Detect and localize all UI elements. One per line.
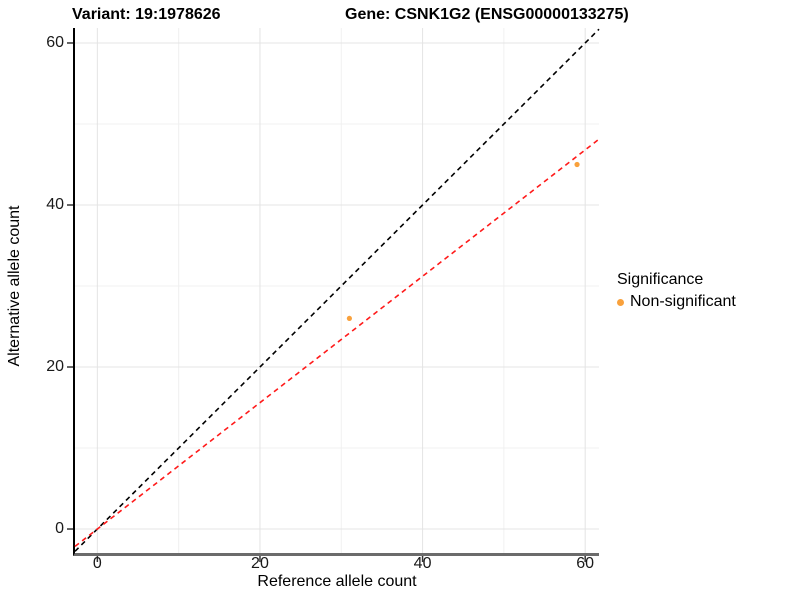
legend-entry-non-significant: Non-significant xyxy=(617,293,736,311)
fit-line xyxy=(74,138,600,548)
x-tick-label: 60 xyxy=(576,555,595,572)
data-point xyxy=(346,315,352,322)
plot-panel xyxy=(67,28,600,562)
legend: Significance Non-significant xyxy=(617,271,736,311)
non-significant-dot-icon xyxy=(617,298,624,306)
x-axis-title: Reference allele count xyxy=(257,573,417,590)
legend-title: Significance xyxy=(617,271,704,288)
y-tick-label: 40 xyxy=(46,195,64,213)
chart-title-variant: Variant: 19:1978626 xyxy=(72,6,221,23)
data-point xyxy=(574,161,580,168)
y-tick-label: 0 xyxy=(55,520,64,538)
y-tick-label: 20 xyxy=(46,358,64,375)
y-tick-label: 60 xyxy=(46,33,64,51)
legend-entry-label: Non-significant xyxy=(630,293,736,310)
plot-canvas xyxy=(67,28,600,562)
chart-title-gene: Gene: CSNK1G2 (ENSG00000133275) xyxy=(345,6,629,23)
x-tick-label: 0 xyxy=(92,555,102,572)
x-tick-label: 20 xyxy=(251,555,269,572)
x-tick-label: 40 xyxy=(413,555,432,572)
identity-line xyxy=(74,28,600,552)
